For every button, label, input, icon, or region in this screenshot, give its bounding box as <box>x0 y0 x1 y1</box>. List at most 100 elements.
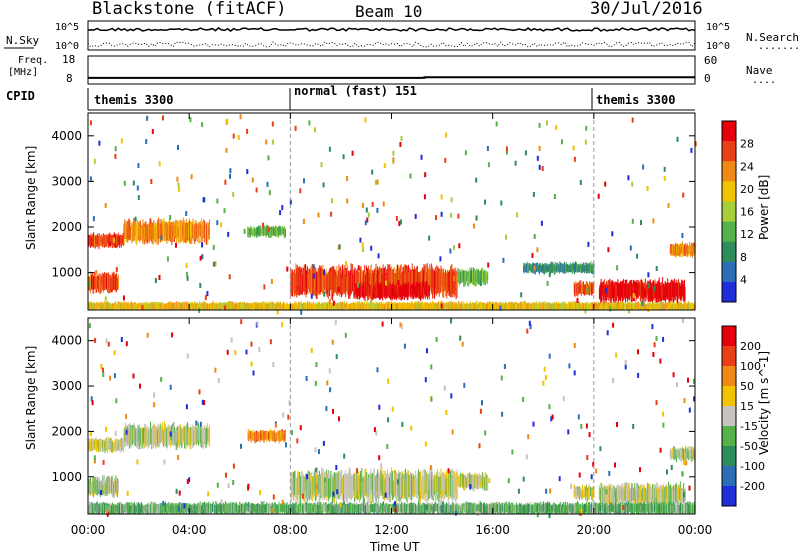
noise-tick-top-left: 10^5 <box>55 22 79 33</box>
echo-speck <box>546 120 548 126</box>
echo-speck <box>506 149 508 155</box>
echo-speck <box>667 203 670 209</box>
echo-speck <box>409 173 412 179</box>
echo-speck <box>286 266 289 272</box>
echo-speck <box>322 182 325 188</box>
echo-speck <box>204 295 207 301</box>
echo-speck <box>376 179 379 185</box>
power-colorbar-label: Power [dB] <box>757 175 771 240</box>
echo-speck <box>136 185 139 191</box>
echo-speck <box>226 118 229 124</box>
echo-speck <box>445 132 448 138</box>
echo-speck <box>95 269 98 275</box>
echo-speck <box>367 212 370 218</box>
echo-speck <box>398 221 401 227</box>
echo-speck <box>374 179 377 185</box>
echo-cell <box>480 475 482 484</box>
echo-speck <box>555 125 558 131</box>
echo-speck <box>331 198 333 204</box>
colorbar-tick-label: 20 <box>740 183 754 196</box>
echo-speck <box>161 220 164 226</box>
echo-speck <box>516 212 519 218</box>
echo-speck <box>420 154 423 160</box>
echo-speck <box>605 287 608 293</box>
echo-speck <box>89 176 92 182</box>
echo-speck <box>328 299 331 304</box>
echo-speck <box>458 243 461 249</box>
echo-speck <box>428 235 431 241</box>
echo-speck <box>332 300 335 306</box>
echo-cell <box>209 219 211 239</box>
echo-speck <box>629 245 632 251</box>
echo-speck <box>271 121 274 127</box>
echo-speck <box>640 220 642 226</box>
echo-speck <box>224 305 226 311</box>
echo-cell <box>123 439 125 453</box>
echo-speck <box>114 146 117 152</box>
echo-speck <box>364 117 367 123</box>
echo-speck <box>397 280 400 285</box>
echo-speck <box>538 164 541 170</box>
echo-speck <box>464 150 467 156</box>
echo-speck <box>160 235 163 241</box>
echo-speck <box>203 197 206 203</box>
echo-speck <box>255 187 258 193</box>
echo-speck <box>186 275 189 281</box>
echo-speck <box>104 203 107 208</box>
echo-speck <box>178 186 181 192</box>
echo-speck <box>199 255 202 261</box>
echo-speck <box>663 175 666 181</box>
echo-speck <box>190 174 193 180</box>
echo-speck <box>206 291 209 297</box>
echo-speck <box>611 231 614 237</box>
echo-speck <box>597 193 600 199</box>
y-tick-label: 2000 <box>51 220 82 234</box>
echo-speck <box>371 201 374 207</box>
echo-speck <box>399 141 402 147</box>
echo-speck <box>267 226 270 232</box>
echo-speck <box>223 208 226 214</box>
power-echoes <box>88 113 697 315</box>
echo-cell <box>117 275 119 290</box>
echo-speck <box>98 140 101 146</box>
echo-speck <box>177 182 180 188</box>
echo-speck <box>359 237 362 243</box>
colorbar-swatch <box>722 241 736 263</box>
colorbar-tick-label: 28 <box>740 138 754 151</box>
echo-speck <box>338 244 341 250</box>
echo-speck <box>533 265 536 271</box>
echo-cell <box>684 287 686 301</box>
echo-speck <box>466 272 469 278</box>
echo-speck <box>456 275 459 281</box>
echo-speck <box>414 213 417 219</box>
echo-speck <box>632 293 635 299</box>
echo-speck <box>112 237 115 243</box>
echo-speck <box>328 146 331 152</box>
cpid-segment-1: themis 3300 <box>94 93 173 107</box>
echo-cell <box>209 424 211 446</box>
echo-speck <box>266 181 269 187</box>
nave-tick-0: 0 <box>704 72 711 85</box>
echo-speck <box>573 156 576 162</box>
echo-speck <box>312 273 315 279</box>
echo-speck <box>383 163 386 169</box>
echo-speck <box>201 254 204 260</box>
echo-speck <box>176 176 179 182</box>
echo-speck <box>314 127 316 133</box>
echo-speck <box>450 197 453 203</box>
colorbar-tick-label: 12 <box>740 228 754 241</box>
echo-speck <box>93 158 96 164</box>
echo-speck <box>263 284 266 290</box>
echo-speck <box>631 117 634 123</box>
echo-speck <box>395 215 398 221</box>
echo-speck <box>691 246 694 252</box>
noise-sky-label: N.Sky <box>6 34 39 47</box>
echo-speck <box>487 162 490 168</box>
echo-speck <box>499 305 502 311</box>
frequency-trace <box>88 76 695 79</box>
echo-speck <box>265 139 268 145</box>
freq-label-line2: [MHz] <box>8 67 38 78</box>
echo-cell <box>429 285 431 297</box>
echo-speck <box>239 114 242 120</box>
